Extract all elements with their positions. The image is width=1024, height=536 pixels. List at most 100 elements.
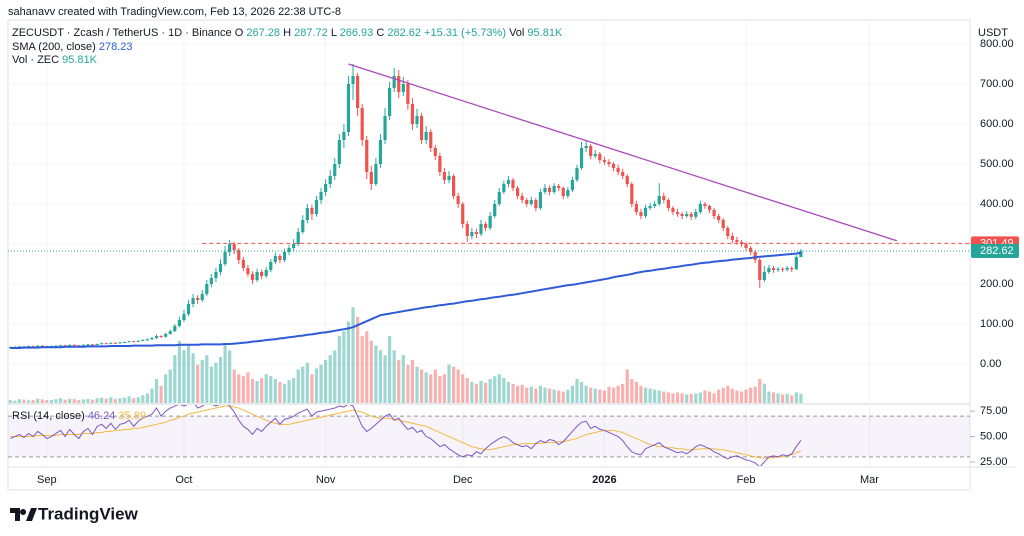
- volume-bar: [301, 366, 305, 403]
- volume-bar: [173, 355, 177, 403]
- volume-bar: [264, 374, 268, 403]
- volume-bar: [342, 331, 346, 403]
- y-tick-label: 0.00: [980, 358, 1001, 370]
- volume-bar: [639, 385, 643, 403]
- volume-bar: [136, 397, 140, 403]
- volume-bar: [570, 385, 575, 403]
- candle-body: [58, 345, 63, 347]
- x-tick-label: Oct: [175, 474, 192, 486]
- candle-body: [451, 176, 456, 196]
- candle-body: [758, 260, 762, 280]
- currency: USDT: [978, 27, 1008, 39]
- volume-bar: [141, 395, 145, 403]
- volume-bar: [314, 368, 319, 403]
- volume-bar: [415, 366, 419, 403]
- volume-bar: [324, 359, 328, 403]
- candle-body: [621, 172, 625, 176]
- volume-bar: [657, 390, 661, 403]
- candle-body: [497, 192, 501, 204]
- volume-bar: [621, 383, 625, 403]
- volume-bar: [685, 394, 689, 403]
- volume-bar: [383, 355, 387, 403]
- candle-body: [506, 180, 511, 184]
- volume-bar: [488, 379, 492, 403]
- candle-body: [182, 314, 186, 320]
- volume-bar: [483, 382, 488, 403]
- candle-body: [305, 208, 309, 220]
- volume-bar: [223, 343, 227, 403]
- volume-bar: [762, 383, 766, 403]
- candle-body: [246, 268, 250, 274]
- volume-bar: [479, 380, 483, 403]
- candle-body: [314, 200, 319, 214]
- volume-bar: [493, 376, 497, 403]
- candle-body: [593, 154, 597, 156]
- volume-bar: [150, 388, 154, 403]
- volume-bar: [630, 379, 634, 403]
- candle-body: [726, 228, 730, 236]
- volume-bar: [369, 340, 373, 403]
- candle-body: [685, 214, 689, 216]
- candle-body: [607, 162, 611, 164]
- candle-body: [68, 344, 72, 346]
- candle-body: [406, 84, 410, 104]
- legend: Vol · ZEC 95.81K: [12, 54, 98, 66]
- candle-body: [694, 212, 698, 217]
- ohlc-key: H: [283, 27, 291, 39]
- volume-bar: [456, 369, 460, 403]
- volume-bar: [643, 387, 648, 403]
- volume-bar: [182, 350, 186, 403]
- volume-bar: [118, 398, 122, 403]
- ohlc-value: 287.72: [294, 27, 328, 39]
- volume-bar: [36, 398, 40, 403]
- volume-bar: [739, 391, 744, 403]
- volume-bar: [625, 369, 629, 403]
- candle-body: [109, 342, 113, 344]
- candle-body: [611, 164, 616, 168]
- volume-bar: [680, 393, 684, 403]
- candle-body: [634, 204, 638, 212]
- volume-bar: [310, 374, 314, 403]
- candle-body: [196, 298, 200, 300]
- candle-body: [570, 180, 575, 190]
- volume-bar: [753, 386, 757, 403]
- ohlc-key: L: [331, 27, 337, 39]
- candle-body: [378, 140, 383, 164]
- trendline: [348, 63, 898, 242]
- volume-bar: [575, 379, 579, 403]
- volume-bar: [378, 350, 383, 403]
- candle-body: [703, 204, 707, 206]
- candle-body: [296, 232, 300, 244]
- volume-bar: [726, 385, 730, 403]
- candle-body: [260, 272, 264, 276]
- rsi-tick-label: 25.00: [980, 456, 1008, 468]
- volume-bar: [287, 380, 291, 403]
- volume-bar: [209, 366, 213, 403]
- volume-bar: [790, 395, 794, 403]
- volume-value: 95.81K: [527, 27, 563, 39]
- candle-body: [77, 345, 81, 347]
- volume-bar: [196, 364, 200, 403]
- candle-body: [90, 344, 95, 346]
- logo-icon: [10, 508, 37, 521]
- logo: TradingView: [10, 504, 139, 523]
- candle-body: [602, 160, 606, 162]
- volume-bar: [461, 374, 465, 403]
- candle-body: [356, 76, 360, 108]
- volume-bar: [328, 355, 332, 403]
- sma-name: SMA (200, close): [12, 41, 96, 53]
- volume-bar: [758, 379, 762, 403]
- volume-bar: [776, 393, 780, 403]
- volume-bar: [241, 376, 245, 403]
- candle-body: [671, 208, 675, 212]
- candle-body: [639, 212, 643, 216]
- candle-body: [278, 256, 282, 260]
- candle-body: [730, 236, 734, 240]
- candle-body: [287, 248, 291, 252]
- sma-value: 278.23: [99, 41, 133, 53]
- volume-bar: [707, 391, 712, 403]
- volume-bar: [520, 384, 524, 403]
- volume-bar: [246, 372, 250, 403]
- volume-bar: [465, 378, 469, 403]
- candle-body: [388, 88, 392, 116]
